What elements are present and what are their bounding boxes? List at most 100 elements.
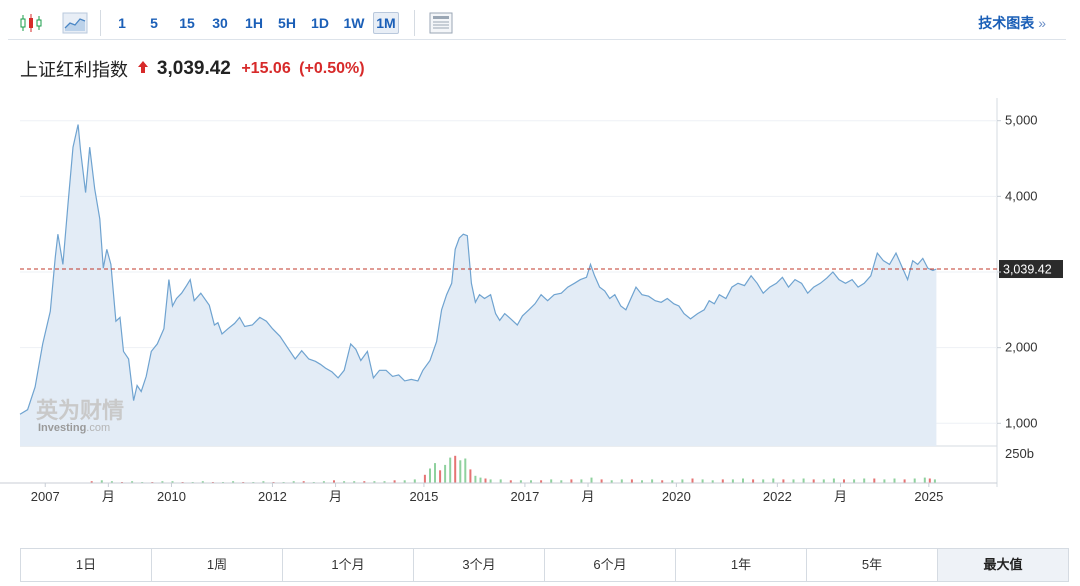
volume-bar <box>444 464 447 483</box>
period-1[interactable]: 1周 <box>152 549 283 581</box>
volume-bar <box>100 480 103 483</box>
volume-bar <box>322 481 325 483</box>
interval-30[interactable]: 30 <box>212 15 228 31</box>
last-price-tag-label: 3,039.42 <box>1003 263 1052 277</box>
double-chevron-right-icon: » <box>1038 15 1046 31</box>
price-area-fill <box>20 124 937 446</box>
volume-bar <box>454 455 457 483</box>
x-tick-label: 2017 <box>510 489 539 504</box>
y-tick-label: 2,000 <box>1005 340 1038 355</box>
volume-bar <box>620 479 623 483</box>
volume-bar <box>731 479 734 483</box>
volume-bar <box>464 458 467 483</box>
volume-bar <box>883 479 886 483</box>
period-4[interactable]: 6个月 <box>545 549 676 581</box>
volume-bar <box>439 470 442 483</box>
x-axis: 2007 月 2010 2012 月 2015 2017 月 2020 2022 月 2025 <box>0 482 997 504</box>
volume-bar <box>691 478 694 483</box>
price-change: +15.06 <box>241 60 291 77</box>
period-3[interactable]: 3个月 <box>414 549 545 581</box>
last-price-tag <box>999 260 1063 279</box>
interval-1m[interactable]: 1M <box>373 12 399 34</box>
volume-bar <box>161 481 164 483</box>
volume-axis-label: 250b <box>1005 446 1034 461</box>
chart-toolbar: 1 5 15 30 1H 5H 1D 1W 1M 技术图表» <box>8 6 1066 40</box>
price-line <box>19 124 937 415</box>
volume-bar <box>641 480 643 483</box>
area-chart-icon[interactable] <box>62 11 88 35</box>
period-selector: 1日 1周 1个月 3个月 6个月 1年 5年 最大值 <box>20 548 1069 582</box>
volume-bar <box>459 460 462 483</box>
volume-bar <box>873 478 876 483</box>
x-tick-label: 月 <box>582 489 595 504</box>
volume-bar <box>832 478 835 483</box>
volume-bar <box>484 478 487 483</box>
volume-bar <box>928 478 931 483</box>
toolbar-divider <box>100 10 101 36</box>
x-tick-label: 2025 <box>914 489 943 504</box>
volume-bar <box>110 481 113 483</box>
table-view-icon[interactable] <box>428 11 454 35</box>
period-2[interactable]: 1个月 <box>283 549 414 581</box>
watermark-en: Investing.com <box>38 422 110 434</box>
y-axis: 1,000 2,000 4,000 5,000 250b <box>997 113 1038 461</box>
volume-bar <box>580 479 583 483</box>
volume-bar <box>721 479 724 483</box>
watermark-en-name: Investing <box>38 422 86 434</box>
y-tick-label: 4,000 <box>1005 188 1038 203</box>
interval-5[interactable]: 5 <box>150 15 158 31</box>
tech-chart-link[interactable]: 技术图表» <box>978 13 1046 33</box>
x-tick-label: 月 <box>329 489 342 504</box>
volume-bar <box>393 480 396 483</box>
volume-bar <box>802 478 805 483</box>
volume-bar <box>413 479 416 483</box>
volume-bar <box>843 479 845 483</box>
volume-bar <box>590 477 593 483</box>
interval-1[interactable]: 1 <box>118 15 126 31</box>
volume-bar <box>363 481 366 483</box>
volume-bar <box>232 481 235 483</box>
last-price: 3,039.42 <box>156 58 231 79</box>
index-name: 上证红利指数 <box>20 60 128 80</box>
volume-bar <box>434 463 436 483</box>
price-chart[interactable]: 英为财情 Investing.com 3,039.42 1,000 2,000 4,… <box>0 90 1080 520</box>
x-tick-label: 月 <box>834 489 847 504</box>
volume-bar <box>822 479 825 483</box>
volume-bar <box>661 480 664 483</box>
up-arrow-icon <box>138 60 149 78</box>
volume-bar <box>90 481 93 483</box>
volume-bar <box>610 480 613 483</box>
x-tick-label: 月 <box>102 489 115 504</box>
volume-bar <box>540 480 543 483</box>
volume-bar <box>201 481 204 483</box>
volume-bar <box>423 474 426 483</box>
interval-1d[interactable]: 1D <box>311 15 329 31</box>
interval-5h[interactable]: 5H <box>278 15 296 31</box>
volume-bar <box>550 479 553 483</box>
volume-bar <box>701 479 704 483</box>
x-tick-label: 2007 <box>31 489 60 504</box>
volume-bar <box>792 479 795 483</box>
period-7[interactable]: 最大值 <box>938 549 1068 581</box>
volume-bars <box>90 455 936 484</box>
period-0[interactable]: 1日 <box>21 549 152 581</box>
watermark-cn: 英为财情 <box>36 398 124 424</box>
interval-1w[interactable]: 1W <box>343 15 365 31</box>
period-6[interactable]: 5年 <box>807 549 938 581</box>
interval-1h[interactable]: 1H <box>245 15 263 31</box>
volume-bar <box>530 480 532 483</box>
interval-15[interactable]: 15 <box>179 15 195 31</box>
volume-bar <box>343 481 346 483</box>
candlestick-icon[interactable] <box>18 11 44 35</box>
x-tick-label: 2022 <box>763 489 792 504</box>
y-tick-label: 5,000 <box>1005 113 1038 128</box>
x-tick-label: 2015 <box>409 489 438 504</box>
volume-bar <box>903 479 906 483</box>
volume-bar <box>171 481 174 483</box>
volume-bar <box>302 481 305 483</box>
period-5[interactable]: 1年 <box>676 549 807 581</box>
volume-bar <box>923 477 926 483</box>
volume-bar <box>449 457 452 483</box>
toolbar-divider <box>414 10 415 36</box>
volume-bar <box>742 478 744 483</box>
